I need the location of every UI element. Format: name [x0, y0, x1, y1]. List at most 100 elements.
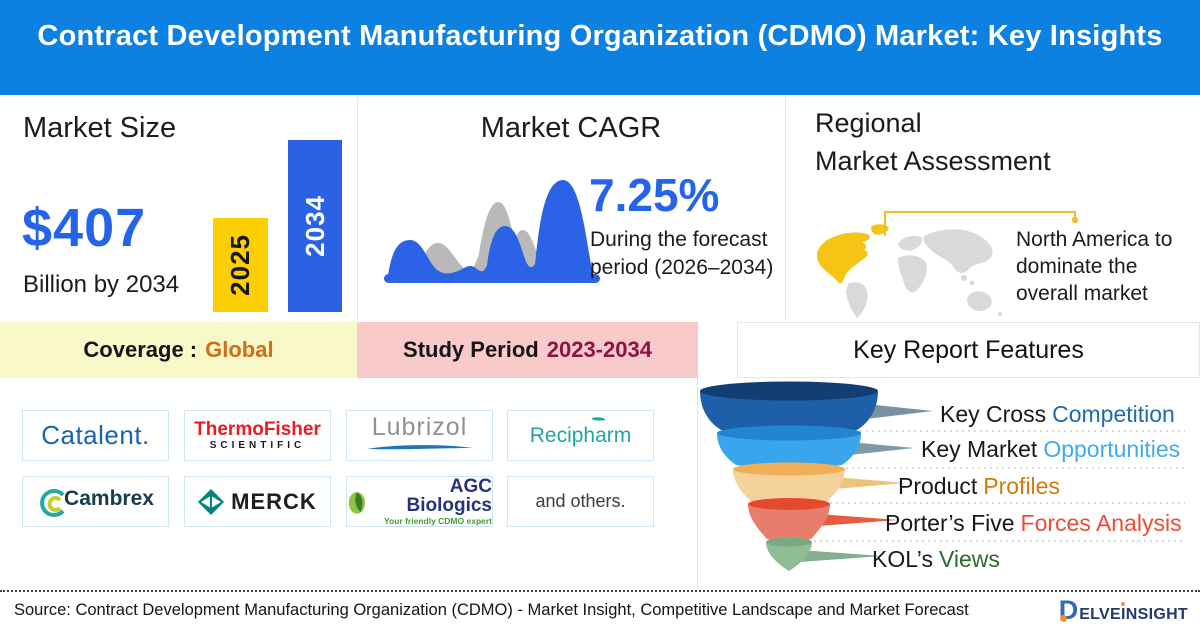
funnel-layer-1	[700, 391, 878, 434]
recipharm-wordmark: Recipharm	[529, 423, 632, 447]
regional-note-line1: North America to	[1016, 228, 1173, 251]
merck-wordmark: MERCK	[231, 488, 317, 514]
bar-2034: 2034	[288, 140, 342, 312]
market-size-caption: Billion by 2034	[23, 271, 180, 298]
funnel-swoosh-2	[850, 442, 914, 455]
feature-product-profiles: Product Profiles	[898, 471, 1060, 501]
feature-prefix: KOL’s	[872, 546, 933, 572]
map-south-america	[846, 282, 868, 318]
feature-highlight: Competition	[1052, 401, 1175, 427]
logo-box-catalent: Catalent.	[22, 410, 169, 461]
section-divider	[697, 378, 698, 590]
logo-box-agc-biologics: AGC Biologics Your friendly CDMO expert	[346, 476, 493, 527]
study-period-value: 2023-2034	[546, 337, 652, 362]
study-period-band: Study Period 2023-2034	[357, 322, 698, 378]
column-divider	[785, 97, 786, 320]
regional-heading: Regional Market Assessment	[815, 104, 1051, 180]
and-others-label: and others.	[535, 491, 626, 511]
funnel-swoosh-1	[866, 404, 933, 419]
market-size-heading: Market Size	[23, 112, 177, 144]
feature-prefix: Product	[898, 473, 978, 499]
cambrex-logo: Cambrex	[37, 485, 154, 519]
cagr-gray-wave	[416, 202, 549, 276]
regional-note-line2: dominate the	[1016, 255, 1138, 278]
delveinsight-i-dot	[1121, 601, 1126, 606]
key-report-features-text: Key Report Features	[853, 335, 1084, 364]
thermofisher-wordmark: ThermoFisher	[194, 419, 321, 440]
map-australia	[967, 291, 992, 311]
feature-highlight: Forces Analysis	[1020, 510, 1182, 536]
cagr-blue-wave	[388, 180, 593, 276]
market-size-value: $407	[22, 198, 147, 258]
logo-box-lubrizol: Lubrizol	[346, 410, 493, 461]
bar-2034-label: 2034	[299, 195, 330, 257]
agc-wordmark: AGC Biologics	[406, 476, 492, 517]
source-note: Source: Contract Development Manufacturi…	[14, 600, 969, 619]
coverage-band: Coverage : Global	[0, 322, 357, 378]
agc-leaf-icon	[348, 491, 366, 514]
feature-highlight: Opportunities	[1043, 436, 1181, 462]
cambrex-wordmark: Cambrex	[64, 486, 154, 510]
logo-box-thermofisher: ThermoFisher SCIENTIFIC	[184, 410, 331, 461]
cagr-caption: During the forecast period (2026–2034)	[590, 226, 773, 282]
thermofisher-scientific: SCIENTIFIC	[209, 440, 306, 451]
feature-prefix: Key Cross	[940, 401, 1047, 427]
lubrizol-logo: Lubrizol	[365, 415, 475, 456]
study-period-label: Study Period	[403, 337, 539, 362]
cagr-caption-line1: During the forecast	[590, 228, 768, 251]
world-map	[816, 224, 1002, 318]
recipharm-logo: Recipharm	[529, 415, 632, 448]
delveinsight-wordmark: ELVEI NSIGHT	[1079, 601, 1188, 624]
logo-box-cambrex: Cambrex	[22, 476, 169, 527]
title-banner: Contract Development Manufacturing Organ…	[0, 0, 1200, 95]
logo-box-merck: MERCK	[184, 476, 331, 527]
coverage-value: Global	[205, 337, 274, 362]
cambrex-arc-icon	[40, 488, 65, 517]
feature-porters-five-forces: Porter’s Five Forces Analysis	[885, 508, 1182, 538]
feature-highlight: Views	[938, 546, 1000, 572]
feature-kols-views: KOL’s Views	[872, 544, 1000, 574]
funnel-layer-4	[748, 504, 830, 542]
market-cagr-heading: Market CAGR	[480, 112, 662, 144]
lubrizol-wordmark: Lubrizol	[371, 413, 468, 441]
regional-note: North America to dominate the overall ma…	[1016, 226, 1172, 307]
feature-key-cross-competition: Key Cross Competition	[940, 399, 1175, 429]
funnel-swoosh-4	[818, 514, 898, 526]
feature-prefix: Porter’s Five	[885, 510, 1015, 536]
funnel-layer-2	[717, 433, 861, 468]
funnel-swoosh-3	[833, 477, 906, 489]
feature-key-market-opportunities: Key Market Opportunities	[921, 434, 1180, 464]
report-features-funnel	[700, 381, 1185, 571]
coverage-label: Coverage :	[83, 337, 198, 362]
regional-heading-line2: Market Assessment	[815, 146, 1051, 176]
bar-2025-label: 2025	[225, 234, 255, 296]
regional-note-line3: overall market	[1016, 282, 1148, 305]
cagr-wave-chart	[384, 180, 600, 283]
feature-highlight: Profiles	[983, 473, 1060, 499]
merck-logo: MERCK	[198, 488, 317, 515]
catalent-logo: Catalent.	[41, 420, 150, 450]
delveinsight-d-mark: D	[1058, 594, 1079, 625]
funnel-layer-3	[733, 469, 845, 504]
delveinsight-orange-dot	[1059, 614, 1067, 622]
delveinsight-logo: D ELVEI NSIGHT	[1058, 594, 1188, 625]
cagr-value: 7.25%	[589, 169, 720, 221]
logo-box-others: and others.	[507, 476, 654, 527]
map-africa	[897, 255, 927, 293]
map-north-america	[816, 232, 871, 284]
column-divider	[357, 97, 358, 320]
page-title: Contract Development Manufacturing Organ…	[37, 20, 1163, 52]
cagr-caption-line2: period (2026–2034)	[590, 256, 774, 279]
lubrizol-swoosh	[366, 445, 473, 450]
bar-2025: 2025	[213, 218, 268, 312]
funnel-swoosh-5	[800, 550, 882, 562]
thermofisher-logo: ThermoFisher SCIENTIFIC	[194, 420, 321, 451]
map-asia	[923, 229, 993, 273]
feature-prefix: Key Market	[921, 436, 1038, 462]
regional-heading-line1: Regional	[815, 108, 922, 138]
merck-diamond-icon	[198, 488, 225, 515]
map-europe	[898, 235, 923, 251]
funnel-layer-5	[766, 542, 812, 571]
agc-biologics-logo: AGC Biologics Your friendly CDMO expert	[347, 477, 492, 526]
